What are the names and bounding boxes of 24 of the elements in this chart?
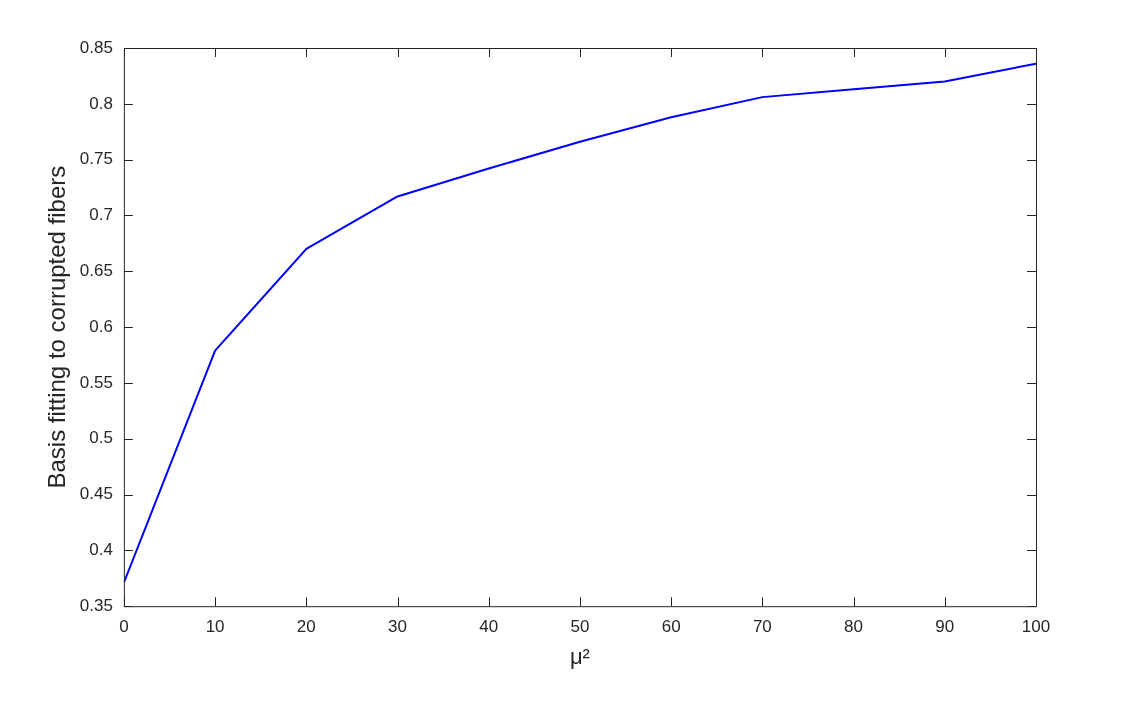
x-tick-label: 20 <box>296 617 316 637</box>
y-tick-label: 0.7 <box>89 205 113 225</box>
x-tick-label: 40 <box>479 617 499 637</box>
x-axis-title: μ² <box>569 643 590 669</box>
x-tick-label: 60 <box>661 617 681 637</box>
y-tick-label: 0.75 <box>79 149 113 169</box>
x-tick-label: 100 <box>1021 617 1051 637</box>
y-tick-label: 0.65 <box>79 260 113 280</box>
x-tick-label: 10 <box>205 617 225 637</box>
x-tick-label: 70 <box>752 617 772 637</box>
y-axis-title: Basis fitting to corrupted fibers <box>43 165 71 489</box>
y-tick-label: 0.8 <box>89 93 113 113</box>
y-tick-label: 0.5 <box>89 428 113 448</box>
y-tick-label: 0.35 <box>79 595 113 615</box>
y-tick-label: 0.4 <box>89 540 113 560</box>
y-tick-label: 0.6 <box>89 316 113 336</box>
x-tick-label: 90 <box>935 617 955 637</box>
x-tick-label: 0 <box>119 617 129 637</box>
x-tick-label: 50 <box>570 617 590 637</box>
y-tick-label: 0.45 <box>79 484 113 504</box>
y-tick-label: 0.55 <box>79 372 113 392</box>
x-tick-label: 30 <box>388 617 407 637</box>
y-tick-label: 0.85 <box>79 37 113 57</box>
x-tick-label: 80 <box>844 617 864 637</box>
